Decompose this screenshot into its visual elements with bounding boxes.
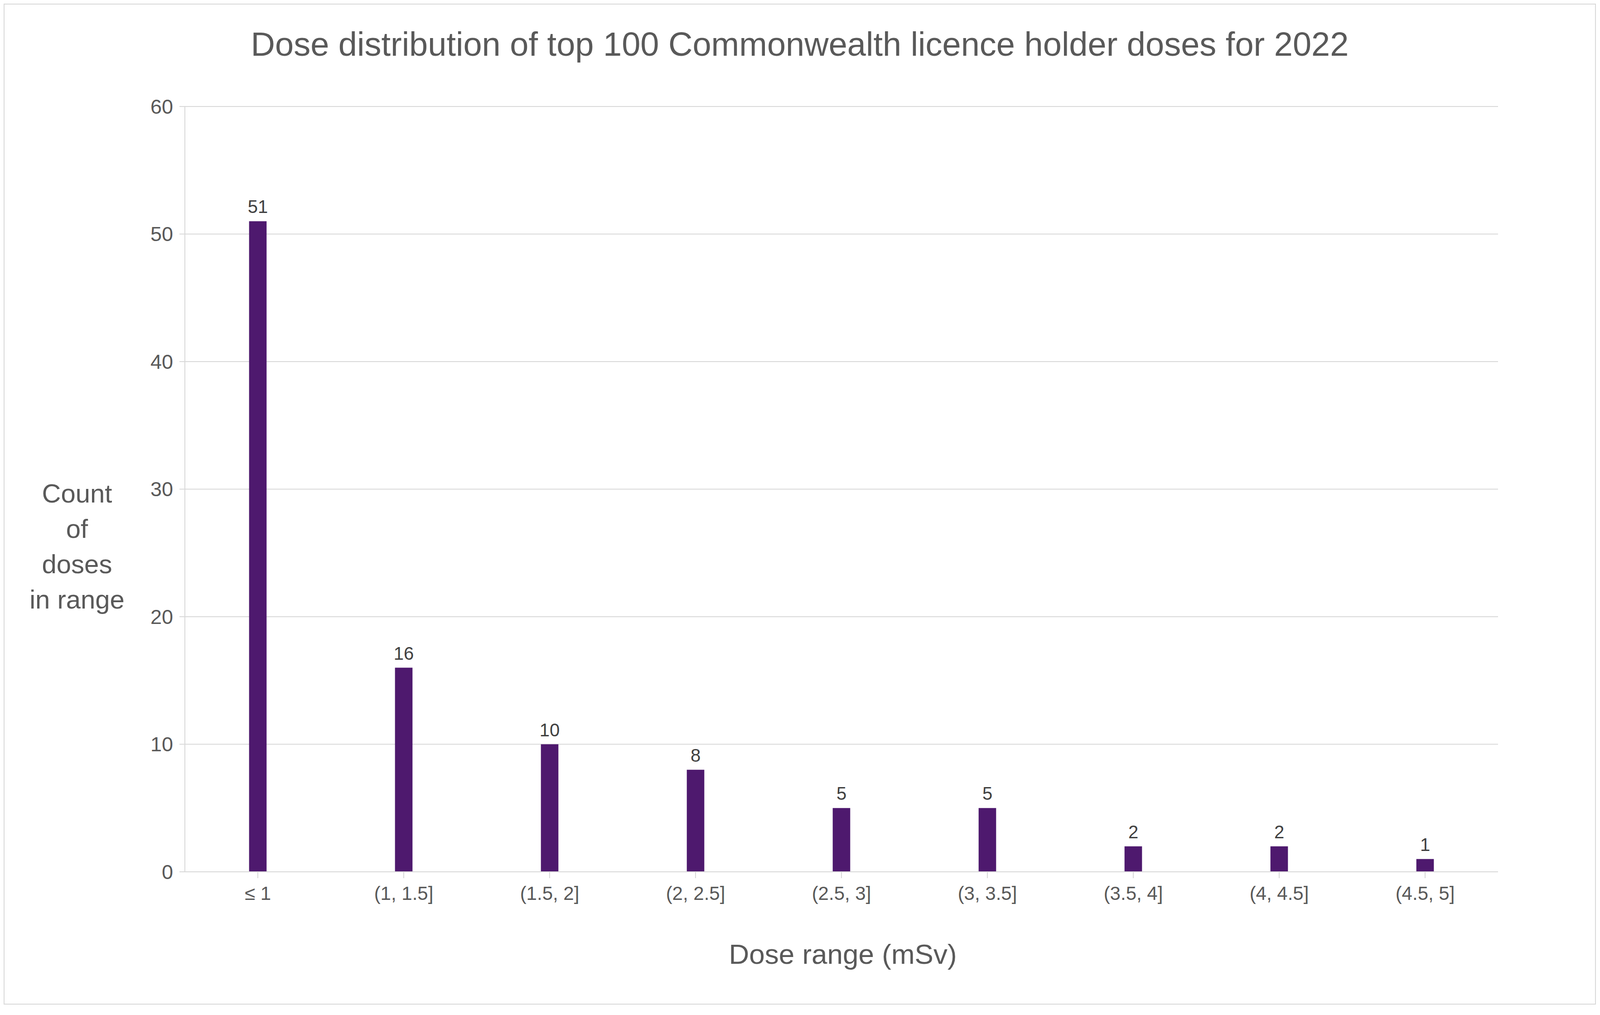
svg-text:≤ 1: ≤ 1 [244,882,271,904]
svg-text:(3, 3.5]: (3, 3.5] [957,882,1018,904]
svg-text:(2, 2.5]: (2, 2.5] [666,882,726,904]
svg-text:40: 40 [150,350,174,374]
svg-text:60: 60 [150,95,174,119]
html-text:Dose range (mSv): Dose range (mSv) [728,938,957,970]
svg-text:2: 2 [1128,821,1139,842]
svg-text:5: 5 [836,783,847,804]
svg-text:1: 1 [1420,834,1431,855]
svg-text:50: 50 [150,222,174,246]
svg-text:0: 0 [161,860,174,884]
svg-text:5: 5 [982,783,993,804]
svg-text:(1.5, 2]: (1.5, 2] [520,882,580,904]
svg-text:8: 8 [690,745,701,766]
html-text:Dose distribution of top 100 C: Dose distribution of top 100 Commonwealt… [250,25,1349,63]
svg-text:10: 10 [539,720,561,740]
svg-text:2: 2 [1274,821,1285,842]
svg-text:(4.5, 5]: (4.5, 5] [1395,882,1455,904]
svg-text:10: 10 [150,732,174,756]
svg-text:51: 51 [247,196,269,217]
svg-text:20: 20 [150,605,174,629]
svg-text:16: 16 [393,643,415,664]
svg-text:30: 30 [150,477,174,501]
html-text:Count of doses in range: Count of doses in range [29,478,125,614]
svg-text:(3.5, 4]: (3.5, 4] [1103,882,1164,904]
svg-text:(2.5, 3]: (2.5, 3] [812,882,872,904]
svg-text:(4, 4.5]: (4, 4.5] [1249,882,1310,904]
svg-text:(1, 1.5]: (1, 1.5] [374,882,434,904]
